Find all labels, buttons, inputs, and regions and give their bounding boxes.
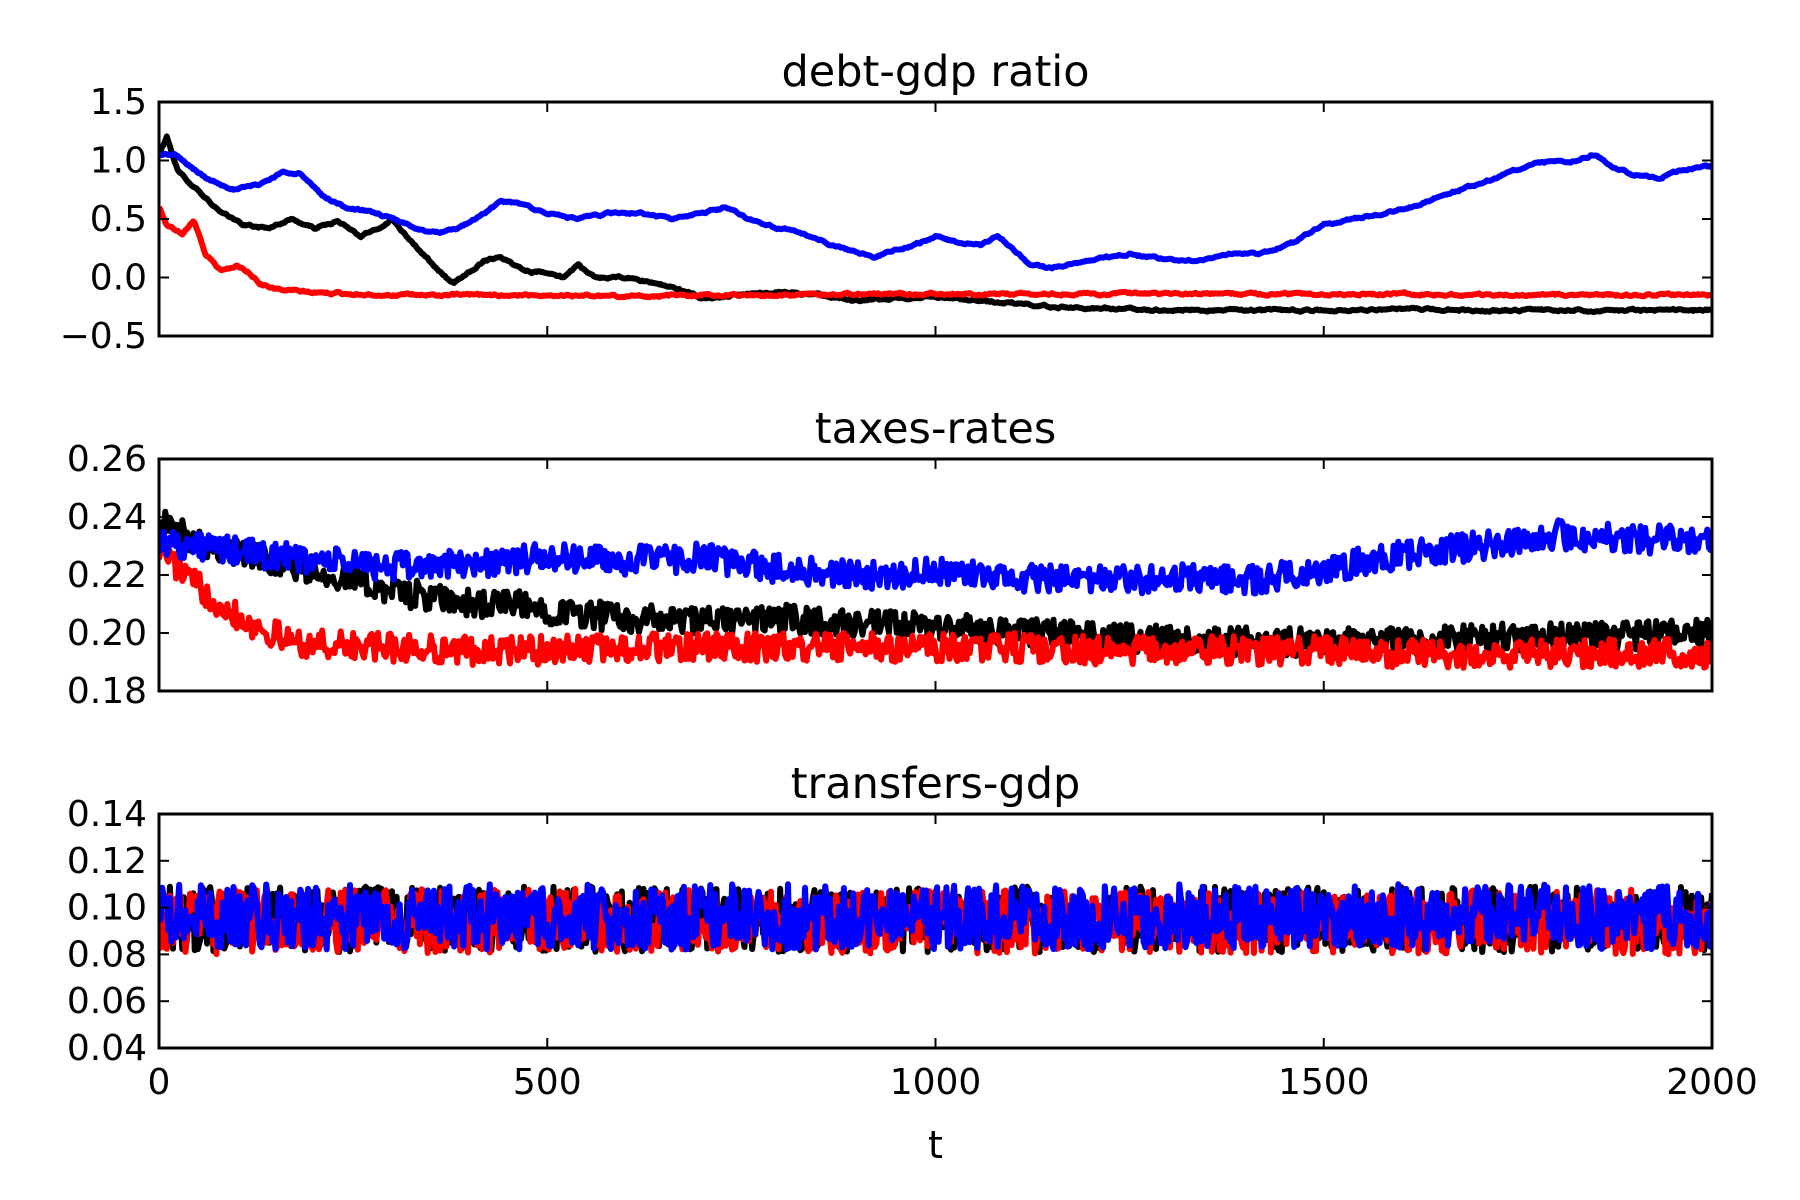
panel-2: 0.18 0.20 0.22 0.24 0.26 taxes-rates (67, 404, 1714, 712)
series-group (159, 133, 1712, 316)
y-tick-label: 1.5 (90, 82, 147, 123)
y-tick-label: 0.12 (67, 841, 147, 882)
panel-3: 0.04 0.06 0.08 0.10 0.12 0.14 0 500 1000 1500 2000… (67, 759, 1758, 1167)
chart-title: transfers-gdp (791, 759, 1081, 809)
y-tick-label: 0.18 (67, 671, 147, 712)
y-tick-label: 1.0 (90, 141, 147, 182)
series-line-1 (159, 133, 1712, 316)
x-tick-label: 2000 (1666, 1062, 1758, 1103)
x-tick-label: 500 (513, 1062, 582, 1103)
series-line-1 (159, 508, 1712, 659)
series-group (159, 508, 1712, 671)
series-group (159, 881, 1712, 958)
x-tick-label: 0 (148, 1062, 171, 1103)
y-tick-label: 0.26 (67, 439, 147, 480)
y-tick-label: 0.10 (67, 888, 147, 929)
x-tick-label: 1000 (890, 1062, 982, 1103)
x-tick-label: 1500 (1278, 1062, 1370, 1103)
series-line-3 (159, 881, 1712, 953)
panel-1: −0.5 0.0 0.5 1.0 1.5 debt-gdp ratio (60, 47, 1714, 357)
y-tick-label: 0.14 (67, 794, 147, 835)
y-tick-label: −0.5 (60, 316, 147, 357)
y-tick-label: 0.06 (67, 981, 147, 1022)
y-tick-label: 0.24 (67, 497, 147, 538)
series-line-2 (159, 205, 1712, 301)
series-line-2 (159, 534, 1712, 671)
series-line-3 (159, 150, 1712, 272)
chart-title: debt-gdp ratio (781, 47, 1089, 97)
chart-title: taxes-rates (815, 404, 1056, 454)
y-tick-label: 0.04 (67, 1028, 147, 1069)
y-tick-label: 0.20 (67, 613, 147, 654)
y-tick-label: 0.5 (90, 199, 147, 240)
x-axis-label: t (928, 1123, 943, 1167)
y-tick-label: 0.08 (67, 934, 147, 975)
series-line-3 (159, 517, 1712, 597)
y-tick-label: 0.0 (90, 258, 147, 299)
y-tick-label: 0.22 (67, 555, 147, 596)
